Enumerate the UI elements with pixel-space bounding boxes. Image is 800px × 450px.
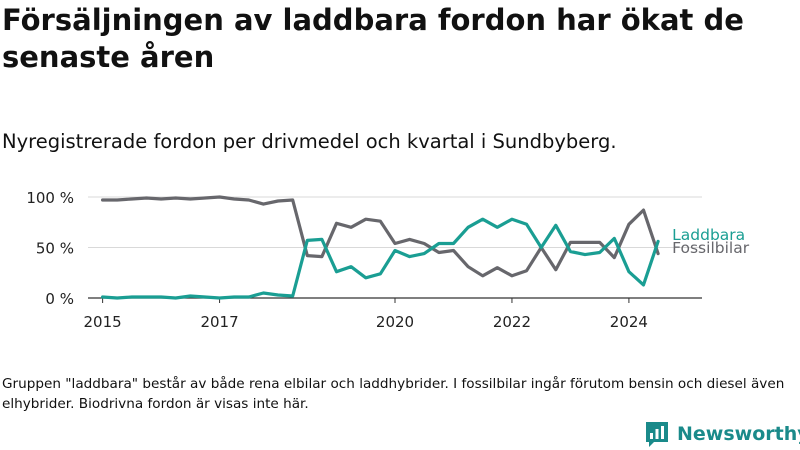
y-tick-label: 0 %	[45, 290, 74, 308]
x-tick-label: 2022	[493, 313, 531, 331]
series-line-fossilbilar	[100, 195, 660, 278]
y-axis-ticks: 0 % 50 % 100 %	[26, 189, 74, 308]
gridlines	[88, 196, 702, 299]
y-tick-label: 100 %	[26, 189, 74, 207]
x-tick-label: 2024	[610, 313, 648, 331]
x-axis-ticks: 2015 2017 2020 2022 2024	[84, 298, 648, 331]
footnote: Gruppen "laddbara" består av både rena e…	[2, 376, 785, 412]
y-tick-label: 50 %	[36, 240, 74, 258]
series-label-laddbara: Laddbara	[672, 226, 745, 244]
brand-name: Newsworthy	[677, 423, 800, 445]
bar-chart-icon	[646, 422, 668, 447]
series-line-laddbara	[100, 217, 660, 300]
x-tick-label: 2015	[84, 313, 122, 331]
x-tick-label: 2017	[200, 313, 238, 331]
line-chart: 0 % 50 % 100 % 2015 2017 2020 2022 2024 Laddba…	[26, 189, 750, 331]
series-label-fossilbilar: Fossilbilar	[672, 239, 750, 257]
chart-subtitle: Nyregistrerade fordon per drivmedel och …	[2, 130, 617, 153]
series-lines	[100, 195, 660, 300]
brand-logo: Newsworthy	[644, 419, 800, 449]
x-tick-label: 2020	[376, 313, 414, 331]
chart-title: Försäljningen av laddbara fordon har öka…	[2, 3, 744, 74]
